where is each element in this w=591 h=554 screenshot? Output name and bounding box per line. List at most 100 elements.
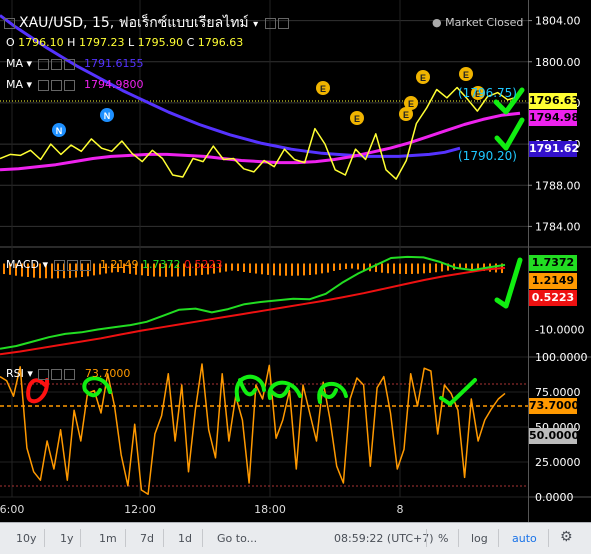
svg-text:E: E — [475, 89, 481, 99]
visibility-icon[interactable] — [37, 58, 49, 70]
rsi-tick-label: 100.0000 — [535, 351, 588, 364]
event-marker-e[interactable]: E — [316, 81, 330, 95]
macd-legend[interactable]: MACD ▾ 1.2149 1.7372 0.5223 — [6, 258, 223, 271]
close-icon[interactable] — [64, 368, 76, 380]
price-tick-label: 1788.00 — [535, 179, 581, 192]
rsi-legend[interactable]: RSI ▾ 73.7000 — [6, 367, 131, 380]
ohlc-close: 1796.63 — [197, 36, 244, 49]
settings-icon[interactable] — [50, 58, 62, 70]
event-marker-e[interactable]: E — [350, 111, 364, 125]
time-tick-label: 6:00 — [0, 503, 24, 516]
goto-button[interactable]: Go to... — [217, 532, 258, 545]
settings-icon[interactable] — [66, 259, 78, 271]
gear-icon[interactable]: ⚙ — [560, 529, 573, 545]
clock-readout: 08:59:22 (UTC+7) — [334, 532, 434, 545]
macd-hist-badge: 0.5223 — [529, 290, 577, 306]
check-mark-rsi — [439, 378, 477, 406]
rsi-label[interactable]: RSI — [6, 367, 24, 380]
ma1-value: 1791.6155 — [84, 57, 144, 70]
visibility-icon[interactable] — [37, 79, 49, 91]
plot-area[interactable] — [0, 0, 530, 522]
circle-mark-red — [26, 378, 50, 404]
range-10y[interactable]: 10y — [16, 532, 37, 545]
macd-value-1: 1.2149 — [100, 258, 139, 271]
ohlc-high: 1797.23 — [78, 36, 125, 49]
gear-icon[interactable] — [277, 17, 289, 29]
macd-axis: -10.0000 — [535, 324, 584, 337]
settings-icon[interactable] — [264, 17, 276, 29]
toolbar-divider — [202, 529, 203, 547]
rsi-value: 73.7000 — [84, 367, 131, 380]
ma1-legend[interactable]: MA ▾ 1791.6155 — [6, 57, 144, 70]
toolbar-divider — [163, 529, 164, 547]
hand-annotations — [26, 87, 525, 406]
visibility-icon[interactable] — [38, 368, 50, 380]
time-axis: 6:00 12:00 18:00 8 — [0, 503, 404, 516]
close-icon[interactable] — [79, 259, 91, 271]
macd-red-line — [0, 266, 506, 356]
annotation-upper: (1796.75) — [458, 86, 517, 100]
toolbar-divider — [498, 529, 499, 547]
circle-mark-green-1 — [82, 376, 112, 398]
close-icon[interactable] — [63, 58, 75, 70]
svg-text:N: N — [56, 126, 63, 136]
visibility-icon[interactable] — [53, 259, 65, 271]
ma2-value: 1794.9800 — [84, 78, 144, 91]
rsi-badge: 73.7000 — [529, 398, 580, 414]
settings-icon[interactable] — [50, 79, 62, 91]
status-dot-icon: ● — [432, 16, 442, 29]
settings-icon[interactable] — [51, 368, 63, 380]
macd-label[interactable]: MACD — [6, 258, 39, 271]
event-marker-e[interactable]: E — [404, 96, 418, 110]
range-7d[interactable]: 7d — [140, 532, 154, 545]
macd-value-2: 1.7372 — [142, 258, 181, 271]
event-marker-e[interactable]: E — [399, 107, 413, 121]
log-toggle[interactable]: log — [471, 532, 488, 545]
ma1-label[interactable]: MA — [6, 57, 24, 70]
time-tick-label: 18:00 — [254, 503, 286, 516]
chart-header[interactable]: XAU/USD, 15, ฟอเร็กซ์แบบเรียลไทม์ ▾ — [4, 16, 289, 32]
ma2-legend[interactable]: MA ▾ 1794.9800 — [6, 78, 144, 91]
svg-text:E: E — [354, 114, 360, 124]
close-icon[interactable] — [63, 79, 75, 91]
range-1m[interactable]: 1m — [99, 532, 117, 545]
range-1y[interactable]: 1y — [60, 532, 74, 545]
event-marker-e[interactable]: E — [471, 86, 485, 100]
price-tick-label: 1804.00 — [535, 15, 581, 28]
time-tick-label: 12:00 — [124, 503, 156, 516]
event-marker-n[interactable]: N — [52, 123, 66, 137]
toolbar-divider — [125, 529, 126, 547]
rsi-tick-label: 0.0000 — [535, 491, 574, 504]
range-1d[interactable]: 1d — [178, 532, 192, 545]
ohlc-high-label: H — [67, 36, 76, 49]
svg-text:E: E — [408, 99, 414, 109]
percent-toggle[interactable]: % — [438, 532, 449, 545]
macd-value-3: 0.5223 — [184, 258, 223, 271]
circle-mark-green-3 — [267, 380, 302, 400]
collapse-icon[interactable] — [4, 17, 15, 29]
check-mark-middle — [494, 117, 525, 151]
bottom-toolbar: 10y 1y 1m 7d 1d Go to... 08:59:22 (UTC+7… — [0, 522, 591, 554]
rsi-tick-label: 75.0000 — [535, 386, 581, 399]
close-price-badge: 1796.63 — [529, 93, 580, 109]
macd-tick-label: -10.0000 — [535, 324, 584, 337]
event-marker-n[interactable]: N — [100, 108, 114, 122]
toolbar-divider — [80, 529, 81, 547]
macd-macd-badge: 1.2149 — [529, 273, 577, 289]
chart-title[interactable]: XAU/USD, 15, ฟอเร็กซ์แบบเรียลไทม์ — [19, 15, 249, 31]
macd-signal-badge: 1.7372 — [529, 255, 577, 271]
auto-toggle[interactable]: auto — [512, 532, 537, 545]
ohlc-open-label: O — [6, 36, 15, 49]
svg-text:E: E — [420, 73, 426, 83]
event-marker-e[interactable]: E — [459, 67, 473, 81]
event-markers[interactable]: N N E E E E E E E — [52, 67, 485, 137]
rsi-line — [0, 363, 506, 495]
macd-green-line — [0, 255, 506, 350]
circle-mark-green-2 — [234, 374, 266, 402]
ma2-label[interactable]: MA — [6, 78, 24, 91]
price-tick-label: 1800.00 — [535, 56, 581, 69]
chevron-down-icon[interactable]: ▾ — [253, 19, 259, 30]
ohlc-low: 1795.90 — [137, 36, 184, 49]
ohlc-close-label: C — [186, 36, 195, 49]
event-marker-e[interactable]: E — [416, 70, 430, 84]
